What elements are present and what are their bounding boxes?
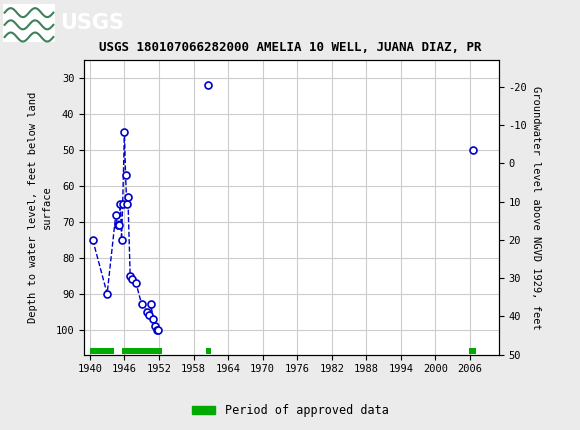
Bar xyxy=(3,3,55,42)
Text: USGS 180107066282000 AMELIA 10 WELL, JUANA DIAZ, PR: USGS 180107066282000 AMELIA 10 WELL, JUA… xyxy=(99,41,481,54)
Legend: Period of approved data: Period of approved data xyxy=(187,399,393,422)
Text: USGS: USGS xyxy=(60,12,124,33)
Y-axis label: Groundwater level above NGVD 1929, feet: Groundwater level above NGVD 1929, feet xyxy=(531,86,542,329)
Y-axis label: Depth to water level, feet below land
surface: Depth to water level, feet below land su… xyxy=(28,92,52,323)
